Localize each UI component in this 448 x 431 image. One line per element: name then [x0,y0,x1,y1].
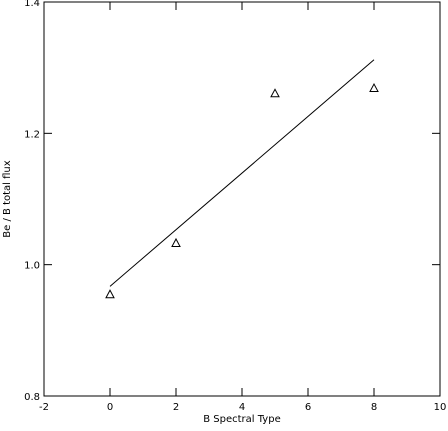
x-tick-label: 10 [434,402,447,413]
x-tick-label: 2 [173,402,179,413]
x-tick-label: 0 [107,402,113,413]
x-axis-label: B Spectral Type [203,414,280,425]
x-tick-label: 4 [239,402,245,413]
x-tick-label: -2 [39,402,49,413]
y-tick-label: 1.0 [24,261,40,272]
point [171,237,181,247]
y-tick-label: 1.2 [24,129,40,140]
fit-line [109,59,375,287]
plot-frame [43,1,441,397]
y-tick-label: 0.8 [24,392,40,403]
x-tick-label: 6 [305,402,311,413]
y-tick-label: 1.4 [24,0,40,9]
x-tick-label: 8 [371,402,377,413]
point [105,289,115,299]
point [369,82,379,93]
point [270,88,280,98]
y-axis-label: Be / B total flux [2,160,13,237]
